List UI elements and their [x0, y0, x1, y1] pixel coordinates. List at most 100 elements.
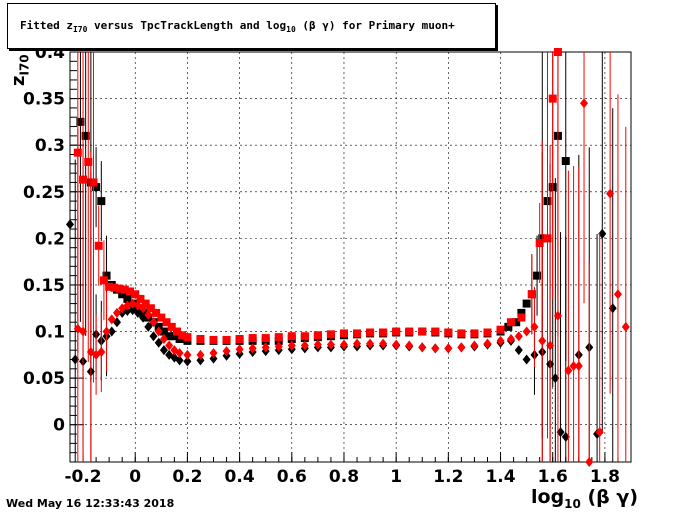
- data-point-diamond: [133, 307, 142, 318]
- x-axis-label-tail: (β γ): [587, 486, 639, 508]
- data-point-diamond: [553, 310, 562, 321]
- title-middle: versus TpcTrackLength and log: [87, 19, 287, 32]
- data-point-square: [178, 331, 187, 340]
- data-point-diamond: [326, 339, 335, 350]
- data-point-square: [261, 334, 270, 343]
- data-point-diamond: [551, 373, 560, 384]
- data-point-square: [496, 325, 505, 334]
- data-point-diamond: [506, 334, 515, 344]
- data-point-square: [172, 327, 181, 336]
- data-point-diamond: [561, 431, 570, 442]
- data-point-diamond: [339, 339, 348, 350]
- data-point-diamond: [183, 349, 192, 360]
- data-point-square: [517, 308, 526, 317]
- title-suffix: (β γ) for Primary muon+: [295, 19, 455, 32]
- data-point-diamond: [149, 331, 158, 342]
- data-point-diamond: [392, 339, 401, 350]
- data-point-square: [76, 117, 85, 126]
- data-point-diamond: [580, 98, 589, 109]
- data-point-square: [418, 327, 427, 336]
- data-point-diamond: [353, 338, 362, 349]
- data-point-diamond: [470, 340, 479, 351]
- data-point-diamond: [144, 321, 153, 332]
- data-point-diamond: [159, 334, 168, 344]
- x-tick-label: 1: [390, 467, 402, 487]
- data-point-diamond: [585, 457, 594, 467]
- data-point-diamond: [175, 355, 184, 366]
- data-point-diamond: [102, 326, 111, 337]
- y-tick-label: 0.2: [35, 229, 65, 249]
- data-point-square: [162, 318, 171, 327]
- data-point-square: [89, 178, 98, 187]
- x-tick-label: 0.6: [277, 467, 307, 487]
- data-point-diamond: [248, 343, 257, 354]
- data-point-square: [110, 283, 119, 292]
- data-point-diamond: [556, 427, 565, 438]
- data-point-diamond: [530, 321, 539, 332]
- data-point-diamond: [574, 361, 583, 372]
- data-point-diamond: [379, 338, 388, 349]
- data-point-square: [533, 271, 542, 280]
- data-point-square: [506, 318, 515, 327]
- y-tick-label: 0.15: [23, 276, 65, 296]
- data-point-square: [94, 241, 103, 250]
- x-axis-ticks: -0.2 0 0.2 0.4 0.6 0.8 1 1.2 1.4 1.6 1.8: [64, 452, 632, 487]
- data-point-diamond: [222, 346, 231, 357]
- data-point-diamond: [66, 219, 74, 230]
- data-point-square: [543, 234, 552, 243]
- data-point-square: [167, 322, 176, 331]
- data-point-square: [141, 299, 150, 308]
- data-point-diamond: [608, 303, 617, 314]
- data-point-square: [457, 329, 466, 338]
- data-point-diamond: [621, 321, 630, 332]
- y-axis-label-sub: I70: [17, 54, 32, 76]
- data-point-diamond: [300, 340, 309, 351]
- data-point-square: [517, 313, 526, 322]
- y-tick-label: 0: [53, 416, 65, 436]
- data-point-square: [235, 335, 244, 343]
- data-point-square: [118, 290, 127, 299]
- chart-title: Fitted zI70 versus TpcTrackLength and lo…: [20, 19, 455, 34]
- data-point-square: [99, 276, 108, 285]
- title-prefix: Fitted z: [20, 19, 73, 32]
- data-point-square: [159, 327, 168, 336]
- plot-frame: [69, 51, 632, 463]
- data-point-diamond: [538, 335, 547, 346]
- data-point-square: [146, 304, 155, 313]
- timestamp: Wed May 16 12:33:43 2018: [6, 497, 175, 510]
- data-point-diamond: [457, 342, 466, 353]
- x-tick-label: 1.4: [485, 467, 515, 487]
- y-tick-label: 0.25: [23, 183, 65, 203]
- data-point-square: [470, 329, 479, 338]
- data-point-square: [274, 333, 283, 342]
- x-tick-label: 1.8: [590, 467, 620, 487]
- data-point-square: [405, 327, 414, 336]
- data-point-diamond: [196, 349, 205, 360]
- data-point-square: [392, 327, 401, 336]
- data-point-square: [222, 335, 231, 344]
- data-point-square: [313, 331, 322, 340]
- data-point-square: [535, 239, 544, 248]
- data-point-square: [553, 48, 562, 56]
- data-point-diamond: [514, 345, 523, 356]
- data-point-square: [483, 328, 492, 337]
- data-point-square: [248, 334, 257, 343]
- data-point-diamond: [79, 326, 88, 337]
- data-point-diamond: [595, 427, 604, 438]
- data-point-diamond: [144, 309, 153, 320]
- grid-lines: [70, 51, 631, 462]
- data-point-diamond: [522, 326, 531, 337]
- x-axis-label-sub: 10: [564, 496, 581, 511]
- x-tick-label: 1.2: [433, 467, 463, 487]
- data-point-square: [561, 157, 570, 166]
- data-point-diamond: [154, 326, 163, 337]
- data-point-diamond: [183, 356, 192, 367]
- y-tick-label: 0.3: [35, 136, 65, 156]
- data-point-square: [92, 183, 101, 192]
- y-tick-label: 0.35: [23, 90, 65, 110]
- data-point-diamond: [522, 354, 531, 365]
- data-point-square: [97, 197, 106, 206]
- data-point-square: [522, 299, 531, 308]
- data-point-square: [300, 332, 309, 341]
- data-point-diamond: [209, 347, 218, 358]
